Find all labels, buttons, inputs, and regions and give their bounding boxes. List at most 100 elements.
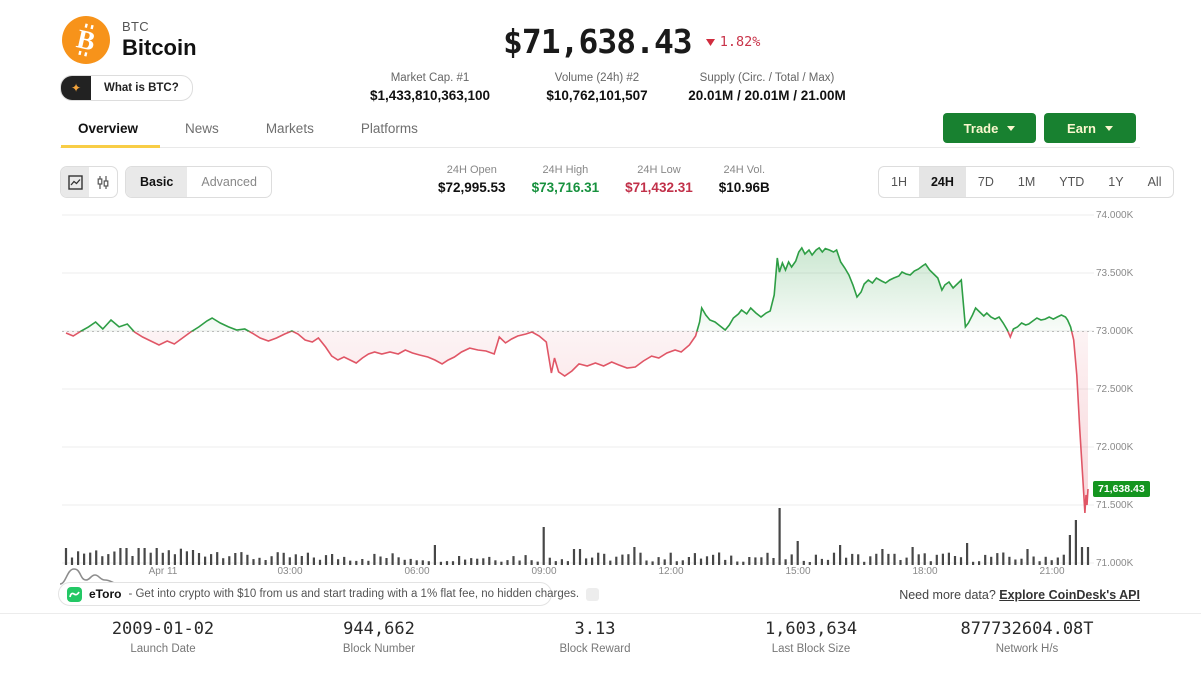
blockchain-stat: 2009-01-02 Launch Date	[55, 619, 271, 655]
chevron-down-icon	[1007, 125, 1016, 131]
time-range-selector: 1H 24H 7D 1M YTD 1Y All	[878, 166, 1175, 198]
blockchain-stat-value: 2009-01-02	[111, 619, 215, 639]
x-axis-tick: 03:00	[277, 566, 303, 577]
style-advanced-button[interactable]: Advanced	[201, 175, 257, 189]
volume-profile-icon[interactable]	[58, 563, 134, 587]
day-stat: 24H High $73,716.31	[532, 164, 600, 195]
earn-button-label: Earn	[1067, 120, 1096, 136]
range-1h-button[interactable]: 1H	[891, 175, 907, 189]
blockchain-stat-value: 944,662	[343, 619, 415, 639]
price-line-down	[65, 331, 1089, 514]
y-axis-tick: 71.500K	[1096, 500, 1134, 511]
y-axis-tick: 74.000K	[1096, 210, 1134, 221]
tab-news[interactable]: News	[185, 121, 219, 136]
trade-button[interactable]: Trade	[943, 113, 1036, 143]
etoro-ad-banner[interactable]: eToro - Get into crypto with $10 from us…	[58, 582, 600, 606]
header-stat-label: Supply (Circ. / Total / Max)	[699, 72, 835, 84]
blockchain-stat: 877732604.08T Network H/s	[919, 619, 1135, 655]
blockchain-stat-label: Block Reward	[559, 643, 631, 655]
y-axis-tick: 72.000K	[1096, 442, 1134, 453]
gridlines	[62, 214, 1094, 564]
day-stats: 24H Open $72,995.53 24H High $73,716.31 24H …	[438, 164, 770, 195]
header-stat-value: $1,433,810,363,100	[369, 88, 491, 103]
volume-bars	[64, 508, 1090, 565]
x-axis-tick: 12:00	[658, 566, 684, 577]
header-stat-label: Volume (24h) #2	[554, 72, 640, 84]
x-axis-tick: 18:00	[912, 566, 938, 577]
what-is-btc-label: What is BTC?	[104, 82, 179, 94]
chevron-down-icon	[1104, 125, 1113, 131]
current-price-badge: 71,638.43	[1093, 481, 1150, 497]
header-stat-label: Market Cap. #1	[390, 72, 470, 84]
tab-overview[interactable]: Overview	[60, 121, 161, 148]
range-all-button[interactable]: All	[1147, 175, 1162, 189]
range-7d-button[interactable]: 7D	[977, 175, 994, 189]
bitcoin-logo: B	[62, 16, 110, 64]
header-stat: Supply (Circ. / Total / Max) 20.01M / 20.…	[678, 72, 856, 103]
price-change: 1.82%	[705, 34, 761, 50]
trade-button-label: Trade	[963, 120, 999, 136]
coin-name: Bitcoin	[122, 35, 197, 60]
day-stat-value: $71,432.31	[625, 180, 693, 195]
day-stat-label: 24H High	[542, 164, 589, 176]
header-stat-value: 20.01M / 20.01M / 21.00M	[688, 88, 846, 103]
tab-platforms[interactable]: Platforms	[360, 121, 418, 136]
day-stat: 24H Low $71,432.31	[625, 164, 693, 195]
ad-choices-icon[interactable]	[586, 587, 600, 601]
explore-api-link[interactable]: Explore CoinDesk's API	[999, 588, 1140, 602]
blockchain-stat-value: 3.13	[574, 619, 616, 639]
x-axis-tick: Apr 11	[148, 566, 178, 577]
day-stat-label: 24H Open	[446, 164, 497, 176]
footer-divider	[0, 613, 1201, 614]
earn-button[interactable]: Earn	[1044, 113, 1136, 143]
day-stat: 24H Open $72,995.53	[438, 164, 506, 195]
basic-advanced-toggle: Basic Advanced	[125, 166, 272, 198]
blockchain-stat: 1,603,634 Last Block Size	[703, 619, 919, 655]
day-stat-value: $10.96B	[718, 180, 770, 195]
day-stat-label: 24H Vol.	[723, 164, 766, 176]
y-axis-tick: 71.000K	[1096, 558, 1134, 569]
header-stat: Volume (24h) #2 $10,762,101,507	[518, 72, 676, 103]
header-stat: Market Cap. #1 $1,433,810,363,100	[355, 72, 505, 103]
range-1y-button[interactable]: 1Y	[1108, 175, 1124, 189]
price-chart[interactable]	[62, 206, 1094, 574]
candlestick-icon	[97, 175, 109, 189]
day-stat-value: $72,995.53	[438, 180, 506, 195]
current-price: $71,638.43	[503, 22, 693, 61]
day-stat: 24H Vol. $10.96B	[719, 164, 770, 195]
area-fill-up	[66, 247, 1088, 332]
style-basic-button[interactable]: Basic	[126, 167, 188, 197]
range-24h-button[interactable]: 24H	[918, 167, 966, 197]
etoro-brand: eToro	[89, 587, 122, 601]
coin-symbol: BTC	[122, 19, 149, 34]
blockchain-stat: 3.13 Block Reward	[487, 619, 703, 655]
blockchain-stat-value: 877732604.08T	[960, 619, 1094, 639]
tab-markets[interactable]: Markets	[265, 121, 314, 136]
y-axis-tick: 73.000K	[1096, 326, 1134, 337]
x-axis-tick: 06:00	[404, 566, 430, 577]
blockchain-stat-label: Network H/s	[995, 643, 1059, 655]
line-chart-icon	[67, 174, 83, 190]
range-1m-button[interactable]: 1M	[1017, 175, 1036, 189]
x-axis-tick: 21:00	[1039, 566, 1065, 577]
triangle-down-icon	[705, 38, 715, 46]
blockchain-stat-label: Block Number	[342, 643, 416, 655]
api-callout-text: Need more data?	[899, 588, 1000, 602]
blockchain-stat-label: Last Block Size	[771, 643, 851, 655]
chart-mode-toggle	[60, 166, 118, 198]
price-change-pct: 1.82%	[719, 34, 761, 50]
day-stat-label: 24H Low	[637, 164, 681, 176]
tab-bar: Overview News Markets Platforms	[60, 121, 1140, 148]
etoro-ad-text: - Get into crypto with $10 from us and s…	[128, 588, 580, 600]
what-is-btc-button[interactable]: ✦ What is BTC?	[60, 75, 193, 101]
candlestick-mode-button[interactable]	[89, 167, 117, 197]
line-chart-mode-button[interactable]	[61, 167, 89, 197]
range-ytd-button[interactable]: YTD	[1059, 175, 1085, 189]
day-stat-value: $73,716.31	[531, 180, 600, 195]
x-axis-tick: 15:00	[785, 566, 811, 577]
blockchain-stats: 2009-01-02 Launch Date 944,662 Block Number…	[55, 619, 1135, 655]
blockchain-stat-label: Launch Date	[130, 643, 196, 655]
blockchain-stat: 944,662 Block Number	[271, 619, 487, 655]
etoro-logo	[67, 586, 82, 602]
